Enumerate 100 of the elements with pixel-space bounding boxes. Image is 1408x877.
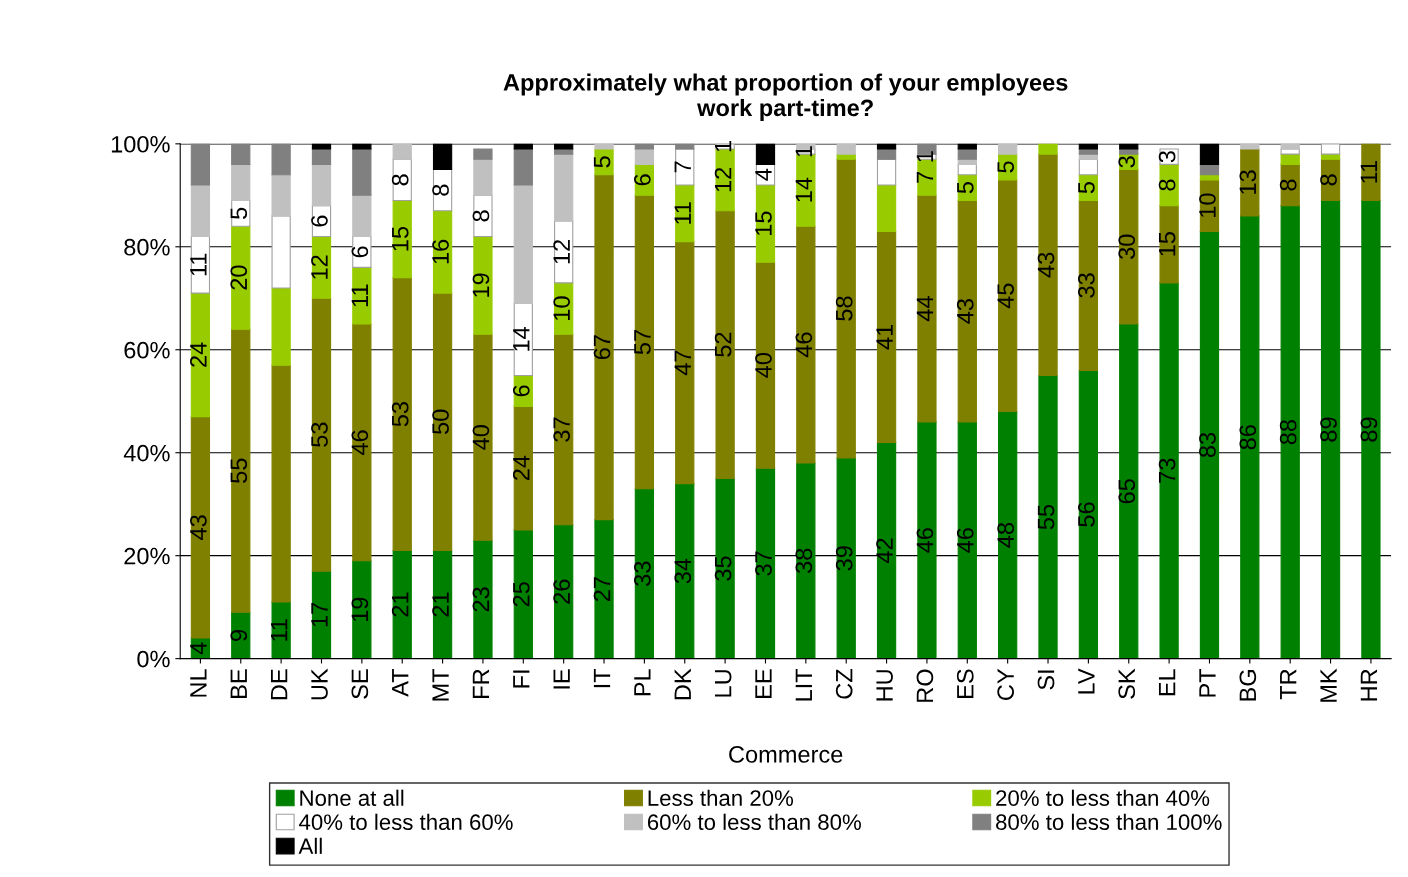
data-label: 9	[230, 630, 248, 641]
bar	[1199, 143, 1220, 165]
bar	[1038, 374, 1058, 659]
data-label: 8	[1279, 179, 1297, 191]
x-tick-label: DK	[674, 668, 691, 700]
data-label: 58	[835, 296, 853, 321]
bar	[271, 143, 291, 176]
bar	[876, 230, 897, 443]
bar	[432, 292, 453, 552]
data-label: 24	[512, 455, 530, 481]
data-label: 16	[432, 239, 449, 264]
data-label: 1	[795, 146, 812, 157]
bar	[1361, 199, 1381, 659]
x-tick-label: LU	[714, 670, 732, 697]
y-tick-label: 0%	[137, 650, 170, 668]
x-tick-label: NL	[190, 669, 207, 697]
bar	[1119, 169, 1139, 325]
bar	[876, 184, 897, 232]
bar	[1078, 143, 1099, 150]
bar	[1159, 282, 1179, 659]
data-label: 30	[1118, 234, 1136, 260]
bar	[634, 194, 655, 490]
data-label: 42	[876, 538, 893, 564]
data-label: 46	[795, 332, 813, 358]
bar	[796, 225, 816, 464]
data-label: 11	[674, 202, 691, 224]
data-label: 39	[835, 546, 853, 571]
bar	[755, 467, 776, 659]
bar	[675, 148, 695, 186]
bar	[311, 148, 332, 165]
data-label: 1	[916, 151, 934, 162]
bar	[917, 194, 937, 423]
data-label: 45	[997, 283, 1014, 309]
bar	[755, 261, 776, 469]
data-label: 44	[916, 296, 934, 322]
x-tick-label: BG	[1239, 670, 1257, 701]
data-label: 13	[1239, 170, 1257, 194]
bar	[190, 143, 211, 186]
bar	[1361, 143, 1381, 202]
x-tick-label: EL	[1158, 669, 1176, 696]
x-tick-label: MT	[432, 668, 449, 701]
data-label: 3	[1158, 151, 1176, 163]
bar	[1280, 153, 1300, 165]
data-label: 10	[553, 296, 571, 320]
bar	[634, 488, 655, 659]
bar	[271, 174, 291, 217]
x-tick-label: SE	[351, 669, 369, 699]
data-label: 6	[634, 174, 651, 186]
bar	[917, 421, 937, 659]
data-label: 57	[634, 330, 651, 355]
data-label: 15	[1158, 232, 1176, 256]
bar	[271, 364, 291, 603]
data-label: 7	[674, 161, 691, 173]
legend-label: 20% to less than 40%	[996, 789, 1210, 806]
bar	[190, 184, 211, 238]
bar	[231, 328, 251, 613]
data-label: 65	[1118, 479, 1136, 504]
bar	[473, 333, 493, 541]
bar	[998, 410, 1018, 659]
bar	[634, 148, 655, 165]
x-tick-label: LIT	[795, 668, 812, 701]
legend-label: 40% to less than 60%	[299, 813, 513, 831]
data-label: 48	[997, 522, 1014, 548]
bar	[876, 441, 897, 659]
bar	[513, 405, 533, 531]
data-label: 43	[956, 299, 974, 324]
bar	[594, 174, 614, 521]
bar	[998, 143, 1018, 155]
bar	[1240, 215, 1260, 659]
bar	[513, 184, 533, 304]
data-label: 21	[391, 592, 409, 617]
bar	[473, 158, 493, 196]
data-label: 12	[553, 239, 570, 264]
bar	[513, 529, 533, 659]
bar	[432, 549, 453, 659]
x-tick-label: CZ	[835, 669, 853, 699]
data-label: 19	[351, 597, 369, 622]
bar	[271, 287, 291, 366]
bar	[311, 143, 332, 150]
legend-label: None at all	[300, 789, 404, 806]
x-tick-label: AT	[392, 668, 409, 697]
bar	[392, 158, 412, 202]
data-label: 11	[351, 284, 368, 307]
legend-label: All	[298, 837, 322, 854]
x-tick-label: TR	[1280, 669, 1297, 700]
data-label: 6	[311, 215, 328, 227]
y-tick-label: 40%	[123, 444, 170, 462]
data-label: 7	[916, 171, 934, 183]
data-label: 53	[391, 402, 409, 427]
data-label: 1	[714, 140, 732, 152]
data-label: 89	[1320, 417, 1337, 442]
x-tick-label: UK	[311, 668, 328, 700]
chart-title: Approximately what proportion of your employees work part-time?	[503, 73, 1068, 121]
bar	[352, 143, 372, 150]
bar	[231, 225, 251, 330]
data-label: 5	[957, 182, 974, 194]
x-tick-label: IE	[553, 669, 570, 689]
data-label: 8	[1320, 174, 1337, 186]
y-tick-label: 80%	[124, 238, 170, 256]
data-label: 25	[512, 582, 530, 607]
